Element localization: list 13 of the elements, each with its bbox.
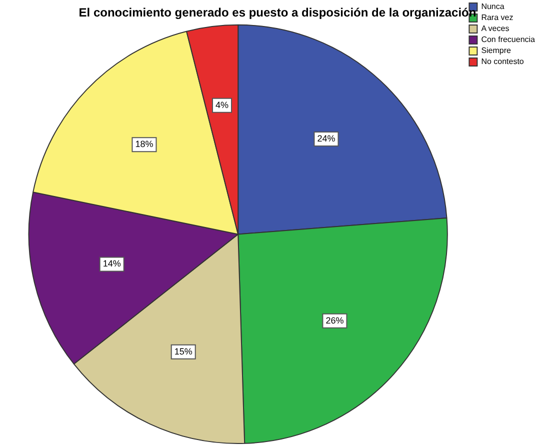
- chart-title: El conocimiento generado es puesto a disposición de la organización: [78, 6, 476, 20]
- legend-label: Con frecuencia: [481, 35, 536, 44]
- data-label: 15%: [174, 346, 192, 356]
- data-label: 26%: [326, 315, 344, 326]
- legend-label: Rara vez: [481, 13, 514, 22]
- legend-label: No contesto: [481, 57, 524, 66]
- data-label: 24%: [317, 133, 336, 144]
- legend-label: Nunca: [481, 2, 505, 12]
- data-label: 18%: [135, 139, 154, 150]
- legend-label: Siempre: [481, 46, 512, 56]
- data-label: 4%: [215, 100, 228, 110]
- legend-label: A veces: [481, 24, 510, 34]
- data-label: 14%: [102, 258, 121, 269]
